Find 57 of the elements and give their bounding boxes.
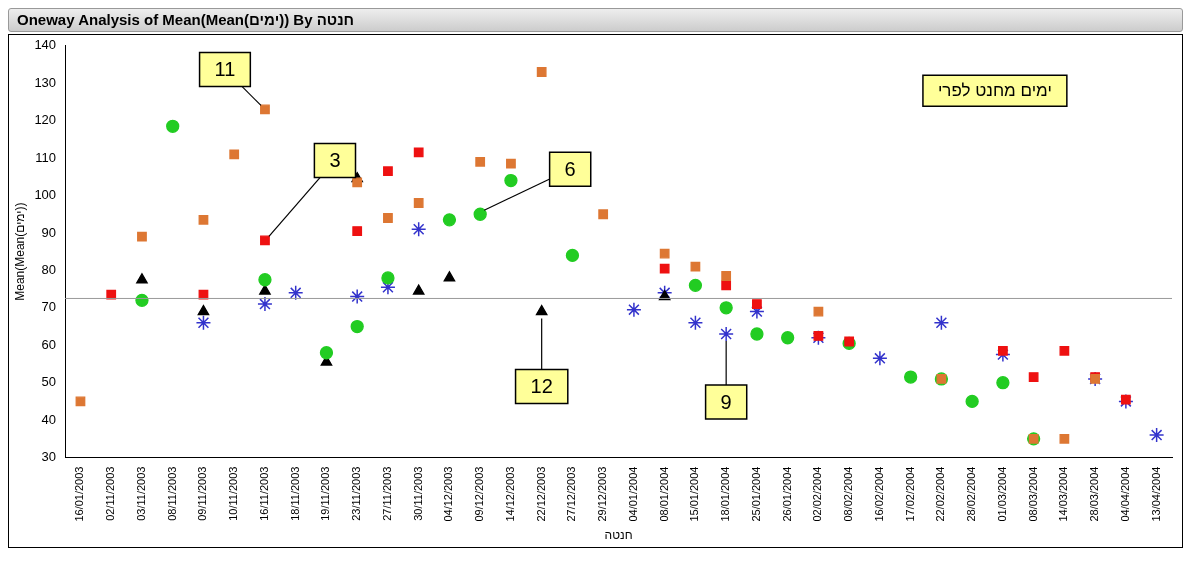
x-tick-label: 04/12/2003 xyxy=(442,466,455,522)
annotation: 12 xyxy=(530,375,553,398)
x-tick-label: 16/11/2003 xyxy=(257,466,270,521)
x-tick-label: 01/03/2004 xyxy=(995,466,1008,522)
x-tick-label: 09/11/2003 xyxy=(196,466,209,521)
x-tick-label: 08/01/2004 xyxy=(657,466,670,522)
x-tick-label: 28/02/2004 xyxy=(965,466,978,522)
x-tick-label: 18/01/2004 xyxy=(719,466,732,522)
x-tick-label: 04/04/2004 xyxy=(1118,466,1131,522)
x-tick-label: 15/01/2004 xyxy=(688,466,701,522)
x-tick-label: 14/03/2004 xyxy=(1057,466,1070,522)
x-tick-label: 29/12/2003 xyxy=(596,466,609,522)
x-tick-label: 08/02/2004 xyxy=(842,466,855,522)
x-tick-label: 16/02/2004 xyxy=(872,466,885,522)
y-tick-label: 40 xyxy=(41,411,57,427)
annotation: ימים מחנט לפרי xyxy=(937,81,1052,101)
y-tick-label: 120 xyxy=(34,112,57,128)
x-tick-label: 22/02/2004 xyxy=(934,466,947,522)
x-tick-label: 17/02/2004 xyxy=(903,466,916,522)
x-tick-label: 04/01/2004 xyxy=(626,466,639,522)
x-tick-label: 08/03/2004 xyxy=(1026,466,1039,522)
x-tick-label: 13/04/2004 xyxy=(1149,466,1162,522)
y-tick-label: 110 xyxy=(35,149,57,165)
y-tick-label: 30 xyxy=(41,449,57,465)
chart-title: Oneway Analysis of Mean(Mean(ימים)) By חנטה xyxy=(8,8,1183,32)
x-tick-label: 10/11/2003 xyxy=(227,466,240,521)
annotation: 9 xyxy=(720,390,732,413)
annotation: 6 xyxy=(564,157,576,180)
annotation: 11 xyxy=(214,57,236,80)
x-tick-label: 03/11/2003 xyxy=(134,466,147,521)
x-tick-label: 22/12/2003 xyxy=(534,466,547,522)
x-tick-label: 27/11/2003 xyxy=(380,466,393,521)
x-axis-title: חנטה xyxy=(604,528,633,543)
x-tick-label: 08/11/2003 xyxy=(165,466,178,521)
annotation: 3 xyxy=(329,148,341,171)
y-tick-label: 90 xyxy=(41,224,57,240)
x-tick-label: 26/01/2004 xyxy=(780,466,793,522)
y-tick-label: 130 xyxy=(34,74,57,90)
x-tick-label: 18/11/2003 xyxy=(288,466,301,521)
y-tick-label: 60 xyxy=(41,336,57,352)
y-tick-label: 80 xyxy=(41,261,57,277)
x-tick-label: 25/01/2004 xyxy=(749,466,762,522)
x-tick-label: 27/12/2003 xyxy=(565,466,578,522)
x-tick-label: 14/12/2003 xyxy=(503,466,516,522)
x-tick-label: 09/12/2003 xyxy=(473,466,486,522)
x-tick-label: 19/11/2003 xyxy=(319,466,332,521)
y-axis-title: Mean(Mean(ימים)) xyxy=(12,202,27,301)
x-tick-label: 16/01/2003 xyxy=(73,466,86,522)
y-tick-label: 140 xyxy=(34,37,57,53)
x-tick-label: 23/11/2003 xyxy=(350,466,363,521)
x-tick-label: 02/11/2003 xyxy=(104,466,117,521)
x-tick-label: 30/11/2003 xyxy=(411,466,424,521)
x-tick-label: 28/03/2004 xyxy=(1088,466,1101,522)
y-tick-label: 100 xyxy=(34,187,57,203)
y-tick-label: 50 xyxy=(41,374,57,390)
x-tick-label: 02/02/2004 xyxy=(811,466,824,522)
y-tick-label: 70 xyxy=(41,299,57,315)
